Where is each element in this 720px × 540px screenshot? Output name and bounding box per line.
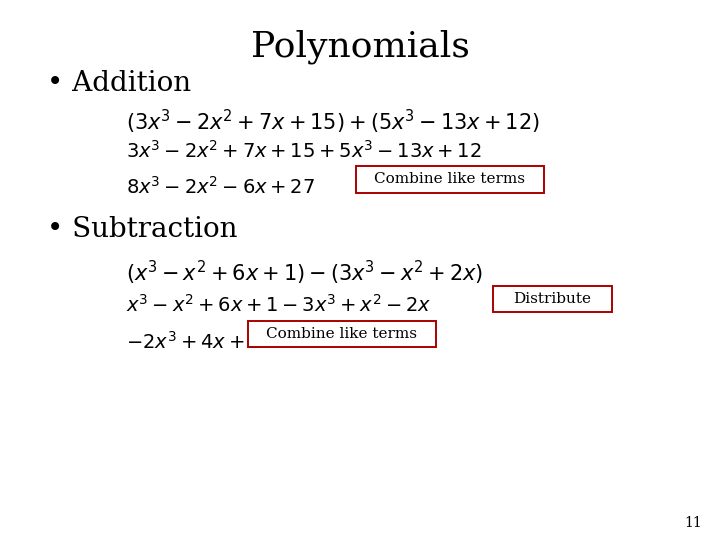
FancyBboxPatch shape — [248, 321, 436, 347]
Text: $(x^3 - x^2 + 6x + 1)-(3x^3 - x^2 + 2x)$: $(x^3 - x^2 + 6x + 1)-(3x^3 - x^2 + 2x)$ — [126, 259, 483, 287]
Text: $(3x^3 - 2x^2 + 7x + 15)+(5x^3 - 13x + 12)$: $(3x^3 - 2x^2 + 7x + 15)+(5x^3 - 13x + 1… — [126, 108, 540, 136]
Text: $x^3 - x^2 + 6x + 1 - 3x^3 + x^2 - 2x$: $x^3 - x^2 + 6x + 1 - 3x^3 + x^2 - 2x$ — [126, 294, 432, 316]
Text: • Subtraction: • Subtraction — [47, 216, 238, 243]
Text: $8x^3 - 2x^2 - 6x + 27$: $8x^3 - 2x^2 - 6x + 27$ — [126, 176, 315, 198]
FancyBboxPatch shape — [493, 286, 612, 312]
Text: Combine like terms: Combine like terms — [374, 172, 526, 186]
Text: $-2x^3 + 4x + 1$: $-2x^3 + 4x + 1$ — [126, 330, 261, 353]
Text: Distribute: Distribute — [513, 292, 592, 306]
Text: Polynomials: Polynomials — [251, 30, 469, 64]
Text: Combine like terms: Combine like terms — [266, 327, 418, 341]
FancyBboxPatch shape — [356, 166, 544, 193]
Text: $3x^3 - 2x^2 + 7x + 15 + 5x^3 - 13x + 12$: $3x^3 - 2x^2 + 7x + 15 + 5x^3 - 13x + 12… — [126, 140, 482, 163]
Text: 11: 11 — [684, 516, 702, 530]
Text: • Addition: • Addition — [47, 70, 191, 97]
